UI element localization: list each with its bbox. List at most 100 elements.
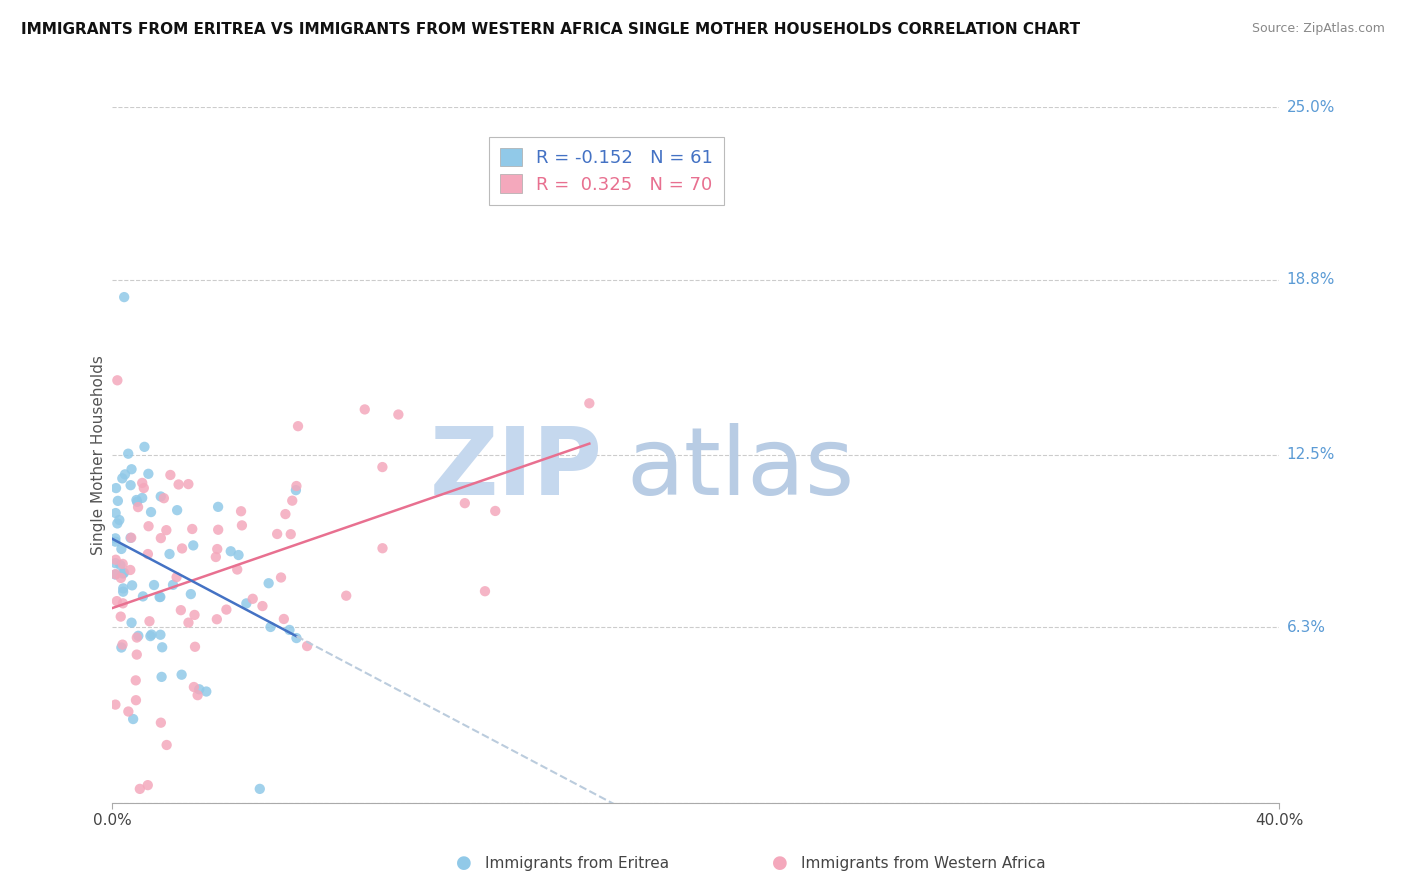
Point (127, 500, 149, 514)
Point (149, 531, 172, 545)
Point (278, 623, 301, 637)
Point (138, 519, 160, 533)
Point (125, 673, 148, 688)
Point (110, 541, 132, 556)
Point (249, 781, 271, 796)
Point (112, 290, 135, 304)
Point (111, 596, 134, 610)
Text: ZIP: ZIP (430, 423, 603, 515)
Point (170, 667, 193, 681)
Point (120, 563, 142, 577)
Point (105, 373, 128, 387)
Point (104, 506, 127, 520)
Point (207, 500, 229, 514)
Point (132, 590, 155, 604)
Text: 25.0%: 25.0% (1286, 100, 1334, 114)
Point (177, 615, 200, 630)
Point (454, 496, 477, 510)
Point (183, 680, 205, 694)
Point (108, 513, 131, 527)
Point (484, 504, 506, 518)
Point (134, 440, 156, 454)
Point (578, 396, 600, 410)
Point (474, 584, 496, 599)
Point (104, 556, 127, 570)
Point (111, 566, 134, 581)
Point (270, 570, 292, 584)
Point (136, 547, 159, 561)
Point (207, 542, 229, 557)
Point (111, 471, 134, 485)
Point (149, 715, 172, 730)
Point (371, 541, 394, 556)
Point (131, 491, 153, 505)
Point (121, 462, 143, 476)
Point (259, 620, 281, 634)
Point (104, 534, 127, 549)
Point (170, 541, 193, 556)
Point (132, 481, 155, 495)
Point (183, 607, 205, 622)
Point (150, 640, 173, 655)
Point (127, 495, 149, 509)
Point (141, 627, 163, 641)
Point (180, 587, 202, 601)
Point (112, 584, 135, 599)
Point (125, 648, 148, 662)
Point (131, 475, 153, 490)
Point (136, 778, 159, 792)
Point (120, 531, 142, 545)
Text: 6.3%: 6.3% (1286, 620, 1326, 635)
Point (229, 504, 252, 518)
Point (150, 670, 173, 684)
Point (104, 532, 127, 546)
Point (107, 494, 129, 508)
Point (104, 553, 127, 567)
Y-axis label: Single Mother Households: Single Mother Households (90, 355, 105, 555)
Point (285, 631, 308, 645)
Point (335, 589, 357, 603)
Point (139, 505, 162, 519)
Text: IMMIGRANTS FROM ERITREA VS IMMIGRANTS FROM WESTERN AFRICA SINGLE MOTHER HOUSEHOL: IMMIGRANTS FROM ERITREA VS IMMIGRANTS FR… (21, 22, 1080, 37)
Point (159, 467, 181, 482)
Text: ●: ● (772, 855, 789, 872)
Point (120, 531, 142, 545)
Point (128, 781, 150, 796)
Point (274, 507, 297, 521)
Point (114, 467, 136, 482)
Point (125, 631, 148, 645)
Point (138, 467, 160, 481)
Point (219, 544, 242, 558)
Point (285, 479, 308, 493)
Point (387, 408, 409, 422)
Point (156, 738, 179, 752)
Point (138, 614, 160, 628)
Point (166, 570, 188, 584)
Point (371, 460, 394, 475)
Point (188, 682, 211, 697)
Point (195, 684, 218, 698)
Point (104, 698, 127, 712)
Point (281, 493, 304, 508)
Point (242, 591, 264, 606)
Point (153, 491, 176, 506)
Point (110, 558, 132, 573)
Point (287, 419, 309, 434)
Point (125, 493, 148, 508)
Point (111, 557, 134, 571)
Point (162, 578, 184, 592)
Point (284, 483, 307, 497)
Point (177, 477, 200, 491)
Text: atlas: atlas (626, 423, 855, 515)
Point (226, 562, 249, 576)
Point (122, 712, 145, 726)
Point (117, 705, 139, 719)
Point (110, 640, 132, 655)
Point (127, 629, 149, 643)
Point (120, 478, 142, 492)
Point (295, 639, 318, 653)
Text: Source: ZipAtlas.com: Source: ZipAtlas.com (1251, 22, 1385, 36)
Point (257, 576, 280, 591)
Text: ●: ● (456, 855, 472, 872)
Point (252, 599, 274, 613)
